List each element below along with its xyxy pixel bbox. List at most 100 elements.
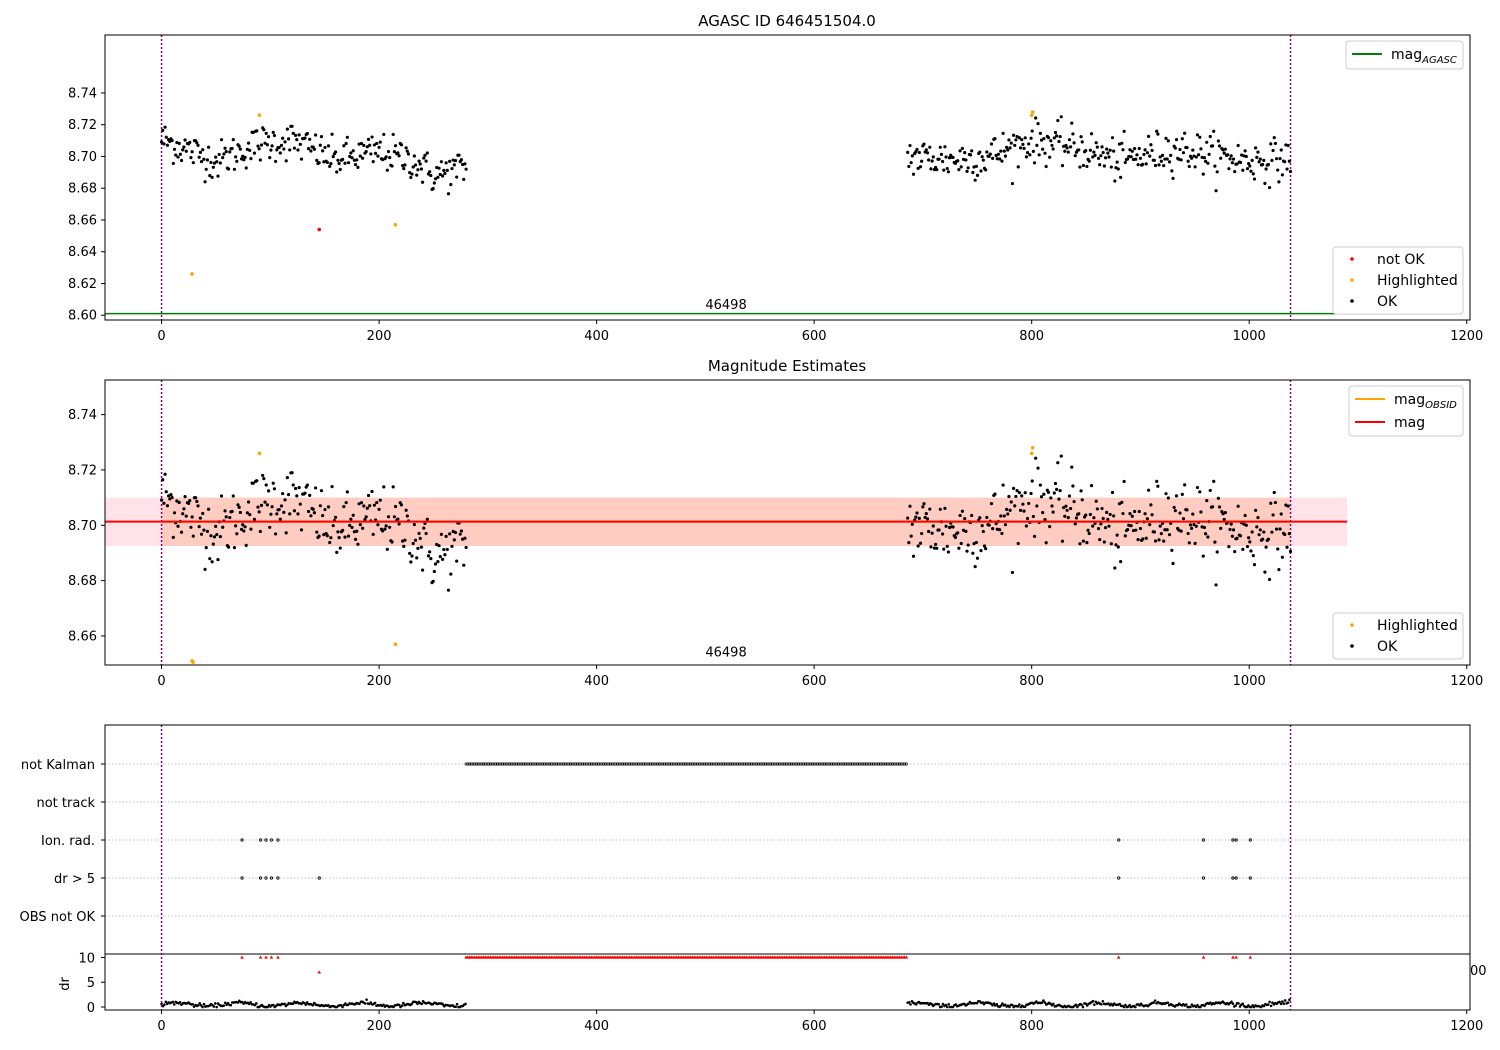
ok-point <box>270 144 274 148</box>
ok-point <box>386 149 391 154</box>
highlighted-point <box>1030 445 1035 450</box>
ok-point <box>349 517 353 521</box>
flag-point <box>784 762 788 766</box>
flag-point <box>715 762 719 766</box>
ok-point <box>443 171 447 175</box>
ok-point <box>1149 143 1153 147</box>
ok-point <box>1241 168 1245 172</box>
flag-point <box>574 762 578 766</box>
ok-point <box>286 137 291 141</box>
flag-point <box>817 762 821 766</box>
ok-point <box>932 546 937 550</box>
ok-point <box>985 150 989 154</box>
y-tick-label: 8.60 <box>68 309 97 324</box>
dr-point <box>1241 1002 1245 1006</box>
ok-point <box>1198 135 1202 139</box>
ok-point <box>203 180 207 184</box>
ok-point <box>217 152 221 157</box>
flag-point <box>1248 838 1252 842</box>
flag-point <box>619 762 623 766</box>
ok-point <box>1199 147 1203 151</box>
ok-point <box>312 511 317 515</box>
ok-point <box>1028 153 1032 157</box>
flag-point <box>605 762 609 766</box>
ok-point <box>190 515 194 519</box>
panel-agasc: AGASC ID 646451504.0 0 200 400 600 800 1000 12… <box>68 12 1483 344</box>
ok-point <box>168 497 172 501</box>
ok-point <box>458 532 462 536</box>
ok-point <box>1112 149 1116 153</box>
legend-marker <box>1350 623 1354 627</box>
flag-point <box>614 762 618 766</box>
ok-point <box>1031 149 1035 154</box>
ok-point <box>159 498 164 502</box>
ok-point <box>243 525 247 529</box>
ok-point <box>1039 495 1044 499</box>
ok-point <box>1159 532 1163 536</box>
ok-point <box>286 492 291 497</box>
ok-point <box>1011 486 1016 490</box>
ok-point <box>1043 517 1047 522</box>
flag-point <box>713 762 717 766</box>
dr-point <box>1199 1005 1202 1009</box>
flag-point <box>868 762 872 766</box>
dr-point <box>1111 1004 1115 1007</box>
flag-point <box>875 762 879 766</box>
ok-point <box>1273 500 1278 505</box>
ok-point <box>361 526 365 530</box>
ok-point <box>1067 494 1072 498</box>
ok-point <box>274 532 278 536</box>
flag-point <box>901 762 905 766</box>
ok-point <box>199 532 204 536</box>
ok-point <box>1095 145 1099 149</box>
ok-point <box>1171 561 1175 566</box>
ok-point <box>1266 537 1271 541</box>
ok-point <box>406 152 411 156</box>
ok-point <box>404 146 408 150</box>
ok-point <box>1217 505 1222 509</box>
ok-point <box>384 524 388 528</box>
flag-point <box>652 762 656 766</box>
not-ok-point <box>317 227 322 232</box>
ok-point <box>1096 526 1101 531</box>
ok-point <box>187 501 191 505</box>
ok-point <box>1102 540 1106 544</box>
flag-point <box>800 762 804 766</box>
ok-point <box>1156 484 1160 488</box>
ok-point <box>195 499 199 504</box>
x-tick-label: 0 <box>157 329 165 344</box>
ok-point <box>323 145 327 150</box>
ok-point <box>917 516 921 520</box>
ok-point <box>208 557 212 561</box>
ok-point <box>393 144 398 148</box>
flag-point <box>708 762 712 766</box>
flag-point <box>769 762 773 766</box>
ok-point <box>1138 156 1143 160</box>
ok-point <box>330 132 334 136</box>
ok-point <box>333 150 338 154</box>
ok-point <box>1098 163 1102 167</box>
flag-point <box>716 762 720 766</box>
ok-point <box>965 169 969 173</box>
flag-point <box>803 762 807 766</box>
flag-point <box>756 762 760 766</box>
x-tick-label: 1200 <box>1450 1019 1483 1034</box>
ok-point <box>329 536 333 540</box>
highlighted-point <box>1029 451 1034 456</box>
ok-point <box>1179 529 1183 533</box>
ok-point <box>350 156 354 160</box>
ok-point <box>383 527 387 531</box>
ok-point <box>251 481 255 485</box>
ok-point <box>1173 509 1177 513</box>
ok-point <box>313 133 318 137</box>
ok-point <box>368 504 372 508</box>
ok-point <box>956 531 960 535</box>
flag-point <box>807 762 811 766</box>
ok-point <box>282 510 286 514</box>
ok-point <box>979 169 983 173</box>
ok-point <box>303 136 307 140</box>
ok-point <box>452 538 456 542</box>
ok-point <box>1146 134 1151 138</box>
panel1-plot-area: 0 200 400 600 800 1000 1200 8.60 8.62 8.64 8.66 8.6… <box>68 35 1483 344</box>
